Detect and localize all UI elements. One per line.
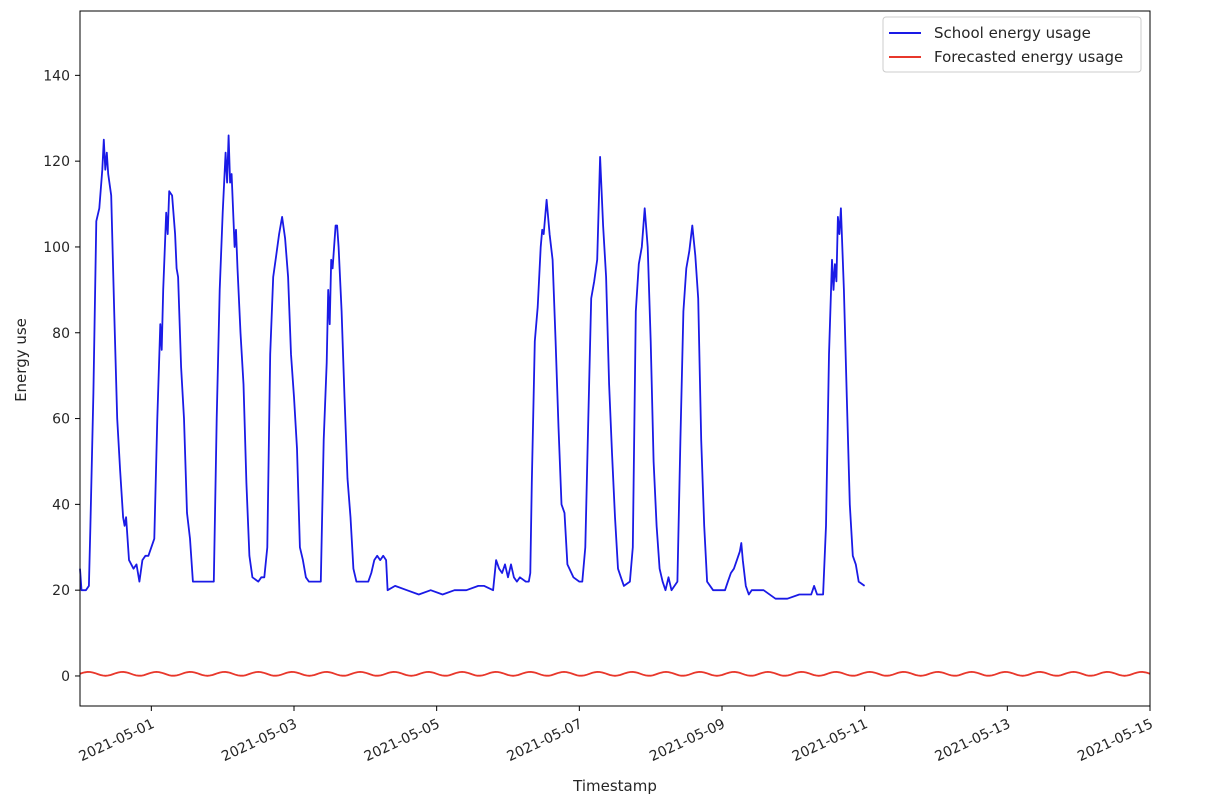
x-tick-label: 2021-05-09: [647, 716, 728, 765]
x-tick-label: 2021-05-11: [790, 716, 871, 765]
y-axis-ticks: 0 20 40 60 80 100 120 140: [43, 68, 80, 685]
y-tick-label: 100: [43, 240, 70, 256]
legend: School energy usage Forecasted energy us…: [882, 16, 1142, 73]
plot-area: [80, 11, 1150, 706]
y-tick-label: 40: [52, 497, 70, 513]
legend-label-school: School energy usage: [934, 24, 1091, 42]
x-tick-label: 2021-05-05: [362, 716, 443, 765]
y-tick-label: 20: [52, 583, 70, 599]
y-tick-label: 0: [61, 669, 70, 685]
series-lines: [79, 134, 1151, 677]
x-tick-label: 2021-05-15: [1075, 716, 1156, 765]
legend-box: [882, 16, 1142, 73]
x-tick-label: 2021-05-13: [933, 716, 1014, 765]
series-line-forecasted-energy-usage: [79, 670, 1151, 677]
x-tick-label: 2021-05-03: [219, 716, 300, 765]
x-tick-label: 2021-05-01: [77, 716, 158, 765]
x-tick-label: 2021-05-07: [505, 716, 586, 765]
y-tick-label: 140: [43, 68, 70, 84]
x-axis-label: Timestamp: [572, 777, 657, 795]
y-tick-label: 120: [43, 154, 70, 170]
x-axis-ticks: 2021-05-01 2021-05-03 2021-05-05 2021-05-07…: [77, 706, 1156, 765]
y-tick-label: 60: [52, 412, 70, 428]
y-axis-label: Energy use: [12, 318, 30, 402]
y-tick-label: 80: [52, 326, 70, 342]
series-line-school-energy-usage: [79, 134, 866, 600]
plot-frame: [79, 10, 1151, 707]
legend-label-forecast: Forecasted energy usage: [934, 48, 1123, 66]
